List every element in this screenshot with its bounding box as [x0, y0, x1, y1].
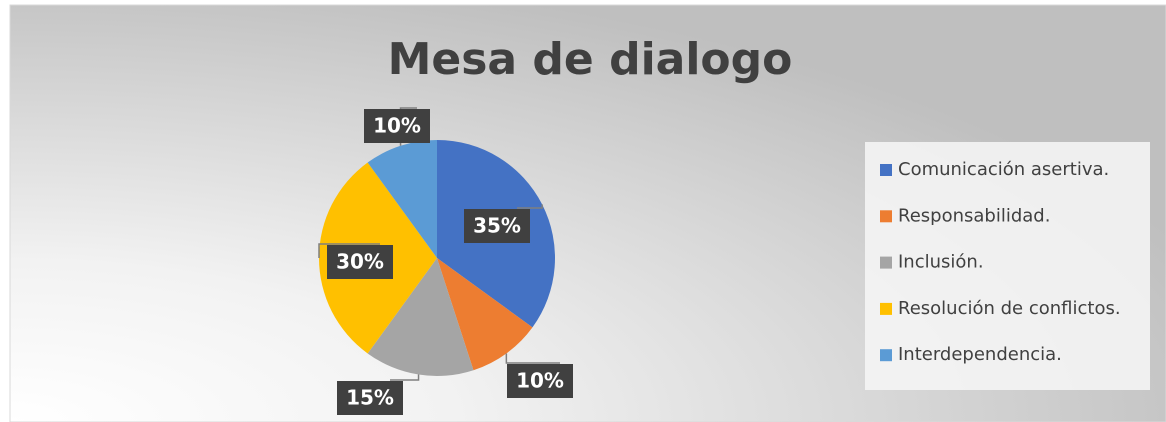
pie-slice: [367, 140, 437, 258]
data-label: 10%: [516, 369, 564, 393]
legend-label: Inclusión.: [898, 252, 984, 273]
legend-label: Comunicación asertiva.: [898, 159, 1109, 180]
legend: [865, 142, 1150, 390]
data-label-box: [327, 245, 393, 279]
chart-title: Mesa de dialogo: [388, 34, 793, 85]
pie-slice: [367, 258, 474, 376]
data-label: 10%: [373, 114, 421, 138]
leader-line: [390, 374, 420, 381]
data-label: 35%: [473, 214, 521, 238]
data-label-box: [507, 364, 573, 398]
data-label: 30%: [336, 250, 384, 274]
data-label: 15%: [346, 386, 394, 410]
leader-line: [318, 243, 380, 258]
legend-swatch: [880, 256, 892, 269]
data-label-box: [464, 209, 530, 243]
legend-label: Interdependencia.: [898, 344, 1062, 365]
leader-line: [505, 353, 560, 364]
legend-swatch: [880, 210, 892, 223]
legend-swatch: [880, 164, 892, 176]
data-label-box: [364, 109, 430, 143]
pie-slice: [437, 258, 533, 371]
legend-swatch: [880, 302, 892, 315]
legend-label: Resolución de conflictos.: [898, 298, 1121, 319]
data-label-box: [337, 381, 403, 415]
legend-swatch: [880, 349, 892, 362]
leader-line: [517, 204, 543, 209]
legend-label: Responsabilidad.: [898, 205, 1050, 226]
